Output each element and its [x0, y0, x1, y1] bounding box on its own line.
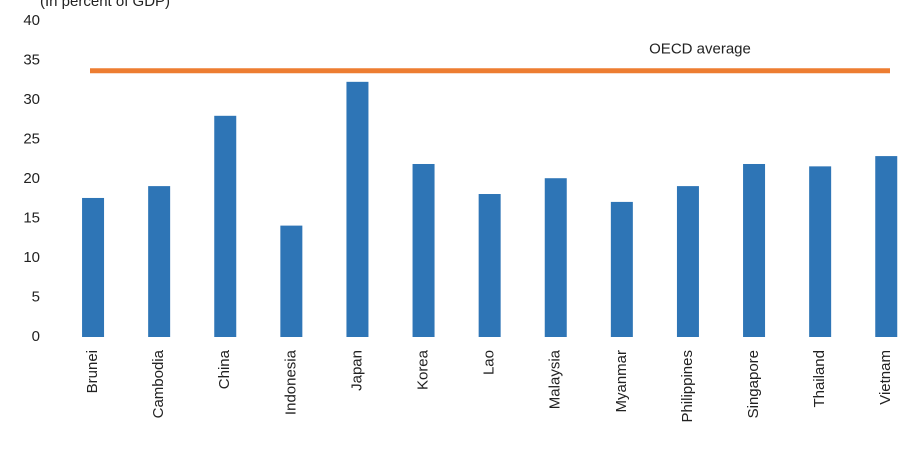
y-tick-label: 25: [23, 130, 40, 147]
x-tick-label: China: [216, 349, 233, 389]
bar: [412, 163, 435, 337]
y-tick-label: 20: [23, 170, 40, 187]
bar: [743, 163, 766, 337]
x-tick-label: Korea: [415, 349, 432, 390]
y-tick-label: 15: [23, 209, 40, 226]
x-tick-label: Myanmar: [613, 350, 630, 413]
x-tick-label: Brunei: [84, 350, 101, 393]
y-tick-label: 0: [32, 328, 40, 345]
bar: [82, 197, 105, 337]
bar: [809, 166, 832, 337]
reference-label: OECD average: [649, 41, 751, 58]
y-tick-label: 5: [32, 288, 40, 305]
x-tick-label: Indonesia: [282, 349, 299, 415]
y-tick-label: 40: [23, 12, 40, 29]
x-tick-label: Philippines: [679, 350, 696, 423]
x-tick-label: Japan: [348, 350, 365, 391]
x-tick-label: Malaysia: [547, 349, 564, 409]
y-tick-label: 30: [23, 91, 40, 108]
bar: [875, 156, 898, 337]
bar: [148, 186, 171, 337]
x-tick-label: Lao: [481, 350, 498, 375]
x-tick-label: Cambodia: [150, 349, 167, 418]
bar: [544, 178, 567, 337]
y-tick-label: 35: [23, 51, 40, 68]
bar: [280, 225, 303, 337]
bar: [478, 194, 501, 337]
x-tick-label: Thailand: [811, 350, 828, 408]
bar: [214, 115, 237, 337]
bar: [610, 201, 633, 337]
x-tick-label: Singapore: [745, 350, 762, 418]
bar: [346, 81, 369, 337]
bar: [676, 186, 699, 337]
y-tick-label: 10: [23, 249, 40, 266]
x-tick-label: Vietnam: [877, 350, 894, 405]
chart-title: (In percent of GDP): [40, 0, 170, 10]
